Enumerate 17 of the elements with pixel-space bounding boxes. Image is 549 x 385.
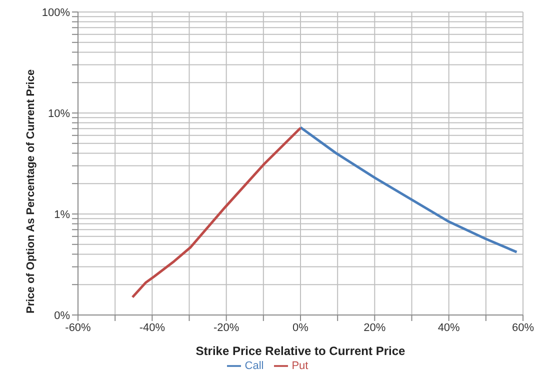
y-tick-label: 0% (54, 310, 70, 322)
y-tick-label: 1% (54, 208, 70, 221)
legend-label: Call (244, 360, 264, 372)
legend-label: Put (292, 360, 308, 372)
text: -60% (65, 322, 91, 334)
line-series (299, 126, 518, 254)
x-tick-label: -20% (213, 322, 240, 334)
x-tick-label: 20% (364, 322, 386, 334)
y-tick-label: 10% (48, 108, 70, 120)
y-tick-label: 100% (42, 6, 70, 19)
x-tick-label: 40% (438, 322, 460, 334)
x-axis-title: Strike Price Relative to Current Price (196, 344, 406, 358)
line-series (131, 126, 302, 298)
y-axis-title: Price of Option As Percentage of Current Price (24, 69, 37, 314)
x-tick-label: -40% (139, 322, 166, 334)
x-tick-label: 0% (292, 322, 309, 334)
x-tick-label: 60% (512, 322, 534, 334)
